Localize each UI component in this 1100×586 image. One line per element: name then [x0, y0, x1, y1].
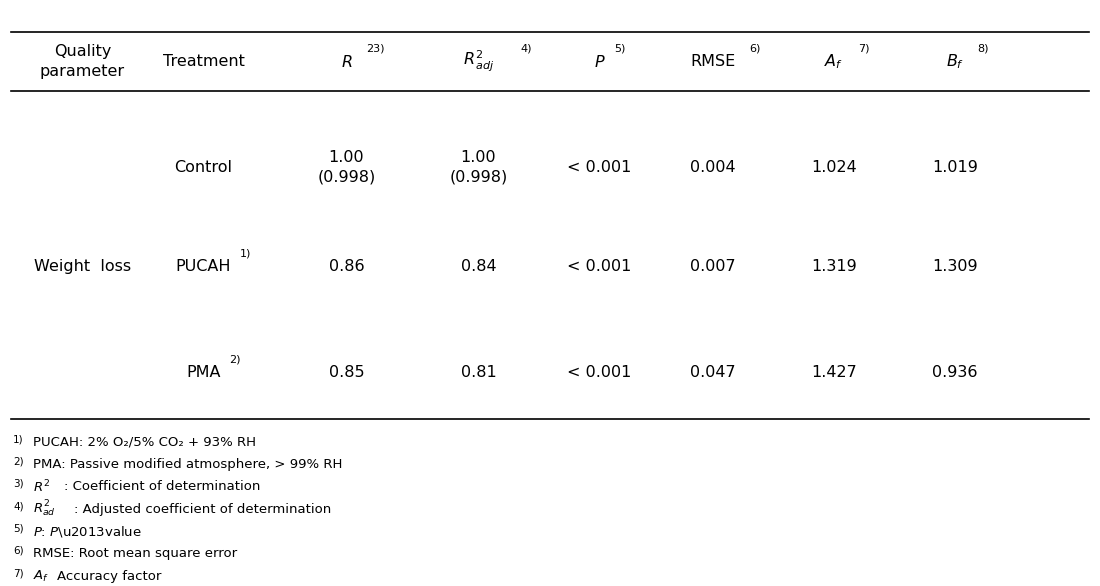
Text: $\mathit{R}$: $\mathit{R}$: [341, 53, 352, 70]
Text: 3): 3): [13, 479, 24, 489]
Text: 1): 1): [240, 248, 251, 259]
Text: $\mathit{P}$: $\mathit{P}$: [594, 53, 605, 70]
Text: 1.024: 1.024: [811, 159, 857, 175]
Text: 5): 5): [13, 523, 24, 533]
Text: $\mathit{P}$: $\mathit{P}$\u2013value: $\mathit{P}$: $\mathit{P}$\u2013value: [33, 524, 142, 539]
Text: 0.86: 0.86: [329, 259, 364, 274]
Text: 1.00
(0.998): 1.00 (0.998): [318, 149, 375, 185]
Text: Accuracy factor: Accuracy factor: [57, 570, 162, 582]
Text: Control: Control: [175, 159, 232, 175]
Text: $\mathit{R}^2_{ad}$: $\mathit{R}^2_{ad}$: [33, 499, 56, 519]
Text: RMSE: RMSE: [690, 54, 736, 69]
Text: 2): 2): [13, 456, 24, 466]
Text: 1.319: 1.319: [811, 259, 857, 274]
Text: 4): 4): [520, 43, 531, 54]
Text: 0.85: 0.85: [329, 364, 364, 380]
Text: 1.427: 1.427: [811, 364, 857, 380]
Text: $\mathit{A}_f$: $\mathit{A}_f$: [33, 568, 50, 584]
Text: : Adjusted coefficient of determination: : Adjusted coefficient of determination: [74, 503, 331, 516]
Text: 23): 23): [366, 43, 385, 54]
Text: 0.936: 0.936: [932, 364, 978, 380]
Text: 0.84: 0.84: [461, 259, 496, 274]
Text: 6): 6): [749, 43, 760, 54]
Text: PUCAH: 2% O₂/5% CO₂ + 93% RH: PUCAH: 2% O₂/5% CO₂ + 93% RH: [33, 436, 256, 449]
Text: 5): 5): [614, 43, 625, 54]
Text: 1.00
(0.998): 1.00 (0.998): [450, 149, 507, 185]
Text: 8): 8): [977, 43, 988, 54]
Text: 7): 7): [858, 43, 869, 54]
Text: PMA: Passive modified atmosphere, > 99% RH: PMA: Passive modified atmosphere, > 99% …: [33, 458, 342, 471]
Text: $\mathit{A}_f$: $\mathit{A}_f$: [824, 52, 844, 71]
Text: $\mathit{R}^2_{\,adj}$: $\mathit{R}^2_{\,adj}$: [462, 49, 495, 74]
Text: PMA: PMA: [186, 364, 221, 380]
Text: Quality
parameter: Quality parameter: [40, 44, 125, 79]
Text: RMSE: Root mean square error: RMSE: Root mean square error: [33, 547, 238, 560]
Text: : Coefficient of determination: : Coefficient of determination: [64, 481, 261, 493]
Text: 0.004: 0.004: [690, 159, 736, 175]
Text: 0.047: 0.047: [690, 364, 736, 380]
Text: Weight  loss: Weight loss: [34, 259, 131, 274]
Text: 2): 2): [229, 354, 240, 364]
Text: Treatment: Treatment: [163, 54, 244, 69]
Text: 1): 1): [13, 434, 24, 444]
Text: < 0.001: < 0.001: [568, 259, 631, 274]
Text: 0.007: 0.007: [690, 259, 736, 274]
Text: 4): 4): [13, 501, 24, 511]
Text: 1.309: 1.309: [932, 259, 978, 274]
Text: 6): 6): [13, 546, 24, 556]
Text: $\mathit{B}_f$: $\mathit{B}_f$: [946, 52, 964, 71]
Text: $\mathit{R}^2$: $\mathit{R}^2$: [33, 479, 50, 495]
Text: 7): 7): [13, 568, 24, 578]
Text: < 0.001: < 0.001: [568, 364, 631, 380]
Text: < 0.001: < 0.001: [568, 159, 631, 175]
Text: 1.019: 1.019: [932, 159, 978, 175]
Text: 0.81: 0.81: [461, 364, 496, 380]
Text: PUCAH: PUCAH: [176, 259, 231, 274]
